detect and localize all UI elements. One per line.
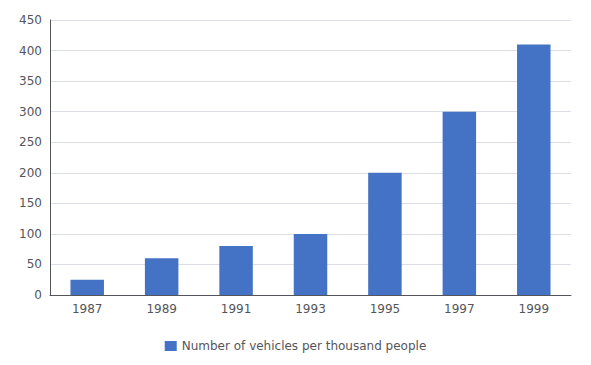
svg-text:300: 300 [19,105,42,119]
svg-text:50: 50 [27,257,42,271]
svg-text:450: 450 [19,13,42,27]
svg-text:250: 250 [19,135,42,149]
svg-text:1993: 1993 [295,302,326,316]
svg-text:350: 350 [19,74,42,88]
svg-text:1997: 1997 [444,302,475,316]
svg-text:1989: 1989 [146,302,177,316]
svg-text:100: 100 [19,227,42,241]
svg-text:1999: 1999 [519,302,550,316]
svg-text:200: 200 [19,166,42,180]
svg-text:0: 0 [34,288,42,302]
svg-text:1987: 1987 [72,302,103,316]
svg-text:400: 400 [19,44,42,58]
svg-text:1991: 1991 [221,302,252,316]
svg-text:1995: 1995 [370,302,401,316]
svg-text:Number of vehicles per thousan: Number of vehicles per thousand people [182,339,427,353]
svg-text:150: 150 [19,196,42,210]
